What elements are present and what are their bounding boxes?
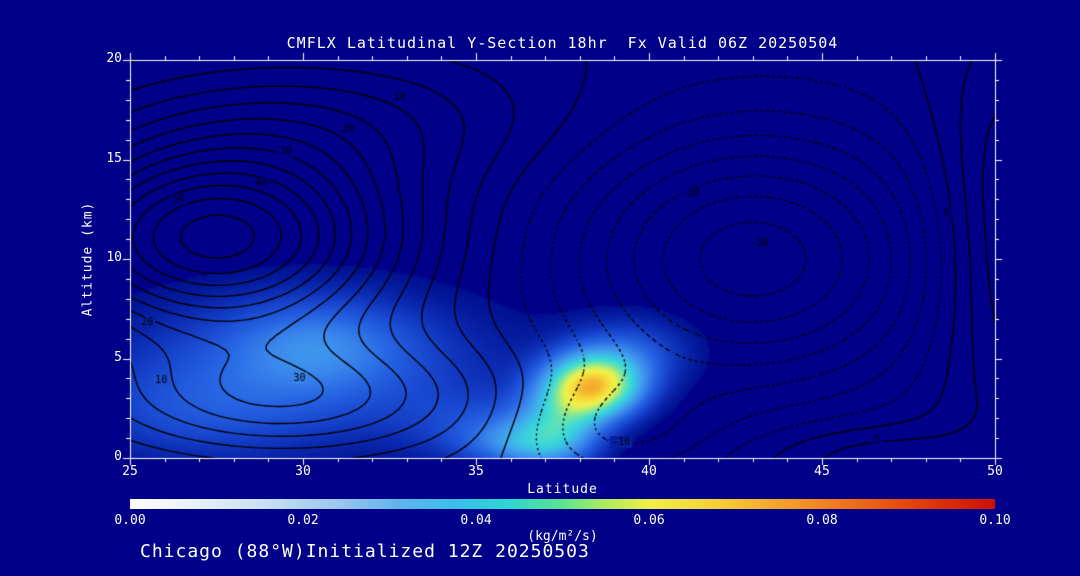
- colorbar-tick-label: 0.02: [287, 513, 319, 528]
- colorbar-units-label: (kg/m²/s): [527, 529, 598, 544]
- colorbar-tick-label: 0.06: [633, 513, 665, 528]
- x-axis-label: Latitude: [527, 482, 598, 497]
- x-tick-label: 45: [814, 464, 830, 479]
- colorbar-tick-label: 0.00: [114, 513, 146, 528]
- footer-annotation: Chicago (88°W)Initialized 12Z 20250503: [140, 541, 590, 562]
- x-tick-label: 50: [987, 464, 1003, 479]
- colorbar-gradient: [130, 499, 995, 509]
- x-tick-label: 25: [122, 464, 138, 479]
- colorbar-tick-label: 0.10: [979, 513, 1011, 528]
- x-tick-label: 30: [295, 464, 311, 479]
- y-tick-label: 15: [106, 150, 122, 166]
- x-tick-label: 40: [641, 464, 657, 479]
- x-tick-label: 35: [468, 464, 484, 479]
- y-tick-label: 10: [106, 250, 122, 265]
- plot-title: CMFLX Latitudinal Y-Section 18hr Fx Vali…: [286, 34, 839, 52]
- y-tick-label: 0: [114, 449, 122, 464]
- y-tick-label: 5: [114, 349, 122, 365]
- colorbar-tick-label: 0.08: [806, 513, 838, 528]
- y-tick-label: 20: [106, 51, 122, 66]
- colorbar-tick-label: 0.04: [460, 513, 492, 528]
